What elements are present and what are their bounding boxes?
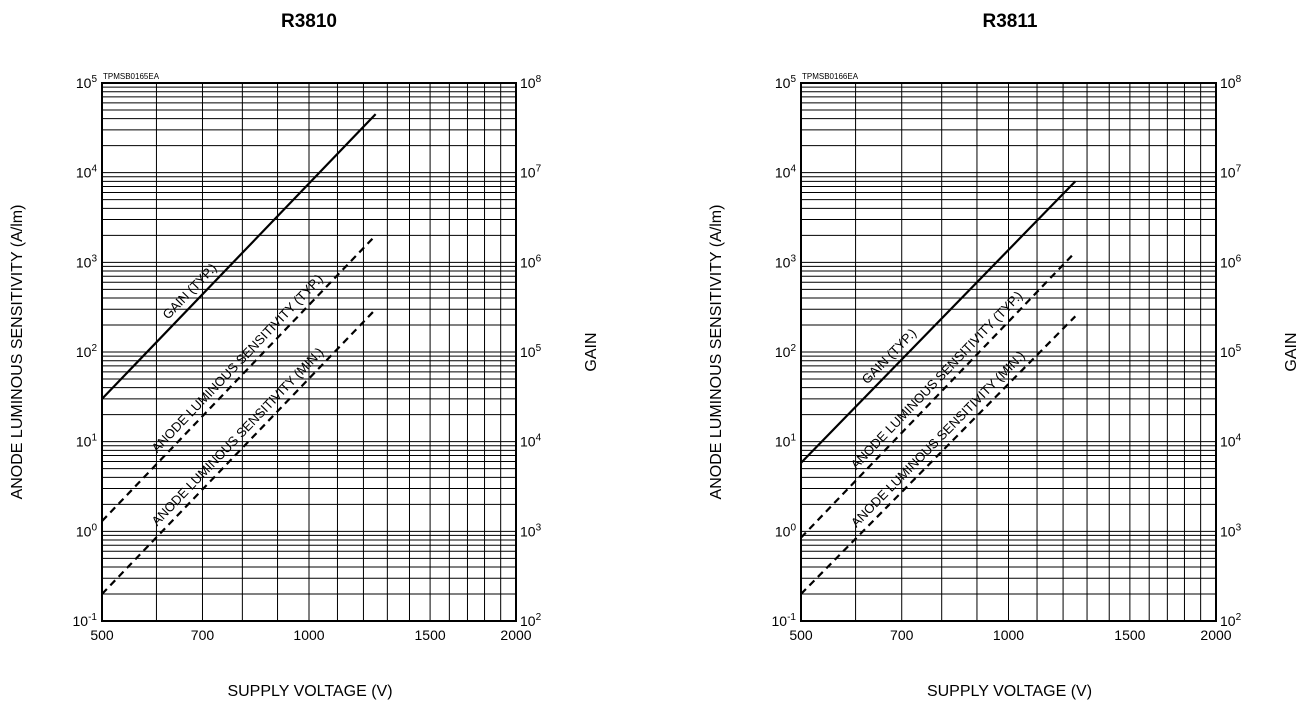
x-axis-label: SUPPLY VOLTAGE (V)	[927, 683, 1092, 700]
y-tick-label: 101	[775, 433, 797, 450]
grid	[801, 83, 1216, 621]
y-tick-label: 105	[76, 74, 98, 91]
x-tick-label: 2000	[1200, 627, 1231, 643]
series-line-sensitivity-min	[800, 315, 1077, 595]
y-tick-label: 101	[76, 433, 98, 450]
figure-code: TPMSB0166EA	[802, 72, 859, 81]
series-line-gain-typ	[800, 180, 1077, 464]
y2-tick-label: 105	[520, 343, 542, 360]
x-tick-label: 1500	[1114, 627, 1145, 643]
y2-tick-label: 108	[520, 74, 542, 91]
y2-axis-label: GAIN	[583, 332, 600, 371]
x-tick-label: 700	[890, 627, 914, 643]
y-axis-label: ANODE LUMINOUS SENSITIVITY (A/lm)	[708, 205, 725, 500]
y2-tick-label: 108	[1220, 74, 1242, 91]
y2-tick-label: 107	[520, 164, 542, 181]
y-tick-label: 103	[76, 253, 98, 270]
grid	[102, 83, 516, 621]
x-tick-label: 1000	[993, 627, 1024, 643]
y-tick-label: 100	[76, 522, 98, 539]
x-axis-label: SUPPLY VOLTAGE (V)	[227, 683, 392, 700]
y2-tick-label: 104	[520, 433, 542, 450]
y2-tick-label: 105	[1220, 343, 1242, 360]
x-tick-label: 500	[90, 627, 114, 643]
y2-tick-label: 103	[1220, 522, 1242, 539]
y-axis-label: ANODE LUMINOUS SENSITIVITY (A/lm)	[9, 205, 26, 500]
y2-axis-label: GAIN	[1283, 332, 1300, 371]
y2-tick-label: 103	[520, 522, 542, 539]
y2-tick-label: 104	[1220, 433, 1242, 450]
series-line-gain-typ	[101, 113, 377, 400]
series-line-sensitivity-typ	[800, 251, 1077, 539]
y2-tick-label: 102	[520, 612, 542, 629]
series-label: GAIN (TYP.)	[159, 260, 219, 322]
x-tick-label: 1000	[293, 627, 324, 643]
y-tick-label: 102	[775, 343, 797, 360]
plot-frame	[101, 82, 517, 622]
y2-tick-label: 106	[1220, 253, 1242, 270]
figure-code: TPMSB0165EA	[103, 72, 160, 81]
y-tick-label: 102	[76, 343, 98, 360]
x-tick-label: 700	[191, 627, 215, 643]
x-tick-label: 1500	[415, 627, 446, 643]
y2-tick-label: 106	[520, 253, 542, 270]
y2-tick-label: 102	[1220, 612, 1242, 629]
y-tick-label: 104	[775, 164, 797, 181]
y-tick-label: 100	[775, 522, 797, 539]
y2-tick-label: 107	[1220, 164, 1242, 181]
x-tick-label: 2000	[500, 627, 531, 643]
x-tick-label: 500	[789, 627, 813, 643]
y-tick-label: 104	[76, 164, 98, 181]
series-line-sensitivity-typ	[101, 234, 377, 522]
y-tick-label: 105	[775, 74, 797, 91]
plot-frame	[800, 82, 1217, 622]
chart-title: R3810	[281, 11, 337, 32]
y-tick-label: 103	[775, 253, 797, 270]
series-line-sensitivity-min	[101, 308, 377, 595]
chart-title: R3811	[983, 11, 1038, 32]
